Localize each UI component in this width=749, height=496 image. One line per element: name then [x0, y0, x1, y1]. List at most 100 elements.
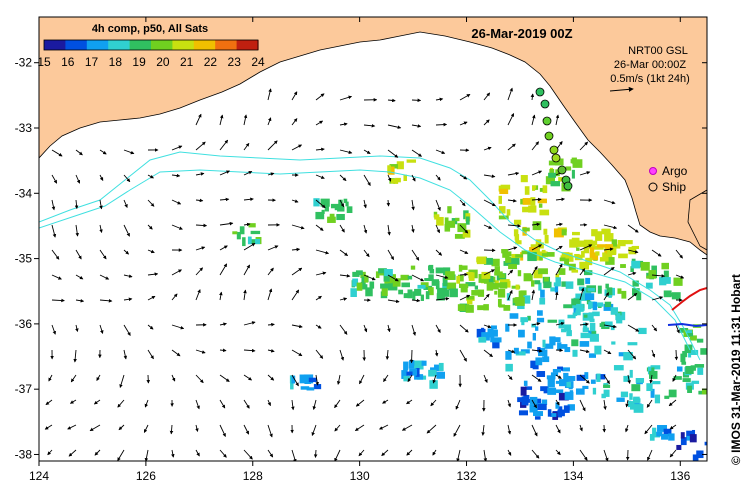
current-vector — [555, 114, 560, 126]
current-vector — [383, 374, 389, 383]
colorbar-segment — [58, 40, 63, 50]
colorbar-segment — [243, 40, 248, 50]
current-vector — [579, 322, 590, 327]
current-vector — [531, 197, 542, 202]
current-vector — [267, 322, 275, 327]
sst-cell — [562, 367, 570, 372]
colorbar-segment — [129, 40, 134, 50]
current-vector — [483, 324, 492, 329]
sst-cell — [515, 297, 525, 306]
current-vector — [169, 424, 174, 435]
current-vector — [147, 272, 159, 276]
sst-cell — [387, 166, 395, 175]
current-vector — [483, 119, 490, 126]
sst-cell — [550, 372, 559, 377]
colorbar-segment — [179, 40, 184, 50]
current-vector — [291, 247, 301, 252]
current-vector — [579, 374, 590, 384]
current-vector — [531, 244, 543, 251]
current-vector — [291, 399, 295, 411]
sst-cell — [390, 179, 397, 184]
sst-cell — [527, 252, 537, 262]
current-vector — [555, 263, 563, 276]
sst-cell — [515, 240, 522, 245]
legend-ship-label: Ship — [662, 180, 686, 194]
sst-cell — [605, 257, 615, 265]
sst-cell — [524, 386, 533, 390]
current-vector — [668, 399, 677, 407]
sst-cell — [435, 267, 445, 274]
current-vector — [243, 449, 253, 460]
sst-cell — [403, 361, 409, 371]
sst-cell — [540, 386, 548, 392]
current-vector — [339, 149, 353, 154]
sst-cell — [535, 326, 539, 331]
current-vector — [339, 122, 348, 127]
sst-cell — [603, 303, 614, 311]
current-vector — [435, 122, 448, 127]
sst-patches — [232, 157, 707, 461]
sst-cell — [429, 269, 435, 274]
sst-cell — [577, 278, 585, 286]
sst-cell — [553, 389, 564, 394]
current-vector — [459, 324, 469, 333]
sst-cell — [423, 285, 433, 290]
sst-cell — [692, 429, 696, 435]
current-vector — [315, 174, 325, 179]
current-vector — [195, 399, 200, 410]
sst-cell — [592, 301, 598, 311]
sst-cell — [580, 293, 589, 301]
current-vector — [195, 424, 199, 432]
sst-cell — [528, 205, 537, 213]
sst-cell — [254, 238, 261, 245]
sst-cell — [604, 301, 612, 308]
sst-cell — [557, 409, 565, 417]
sst-cell — [462, 229, 471, 238]
current-vector — [387, 174, 392, 182]
sst-cell — [565, 281, 574, 289]
sst-cell — [676, 366, 683, 372]
current-vector — [51, 324, 56, 335]
current-vector — [219, 139, 229, 151]
current-vector — [195, 113, 202, 126]
current-vector — [625, 399, 629, 408]
sst-cell — [589, 333, 599, 342]
sst-cell — [686, 430, 694, 438]
current-vector — [195, 374, 204, 384]
sst-cell — [588, 301, 596, 309]
sst-cell — [493, 337, 502, 343]
colorbar-segment — [143, 40, 149, 50]
sst-cell — [594, 345, 602, 355]
sst-cell — [627, 342, 638, 346]
current-vector — [243, 222, 251, 227]
sst-cell — [520, 386, 527, 396]
sst-cell — [336, 213, 345, 221]
sst-cell — [697, 367, 704, 375]
sst-cell — [527, 315, 531, 321]
current-vector — [354, 424, 365, 432]
current-vector — [243, 348, 256, 353]
current-vector — [243, 374, 253, 381]
y-tick-label: -36 — [15, 317, 33, 331]
current-vector — [627, 349, 637, 360]
current-vector — [531, 449, 540, 459]
sst-cell — [691, 380, 700, 384]
sst-cell — [543, 349, 548, 358]
sst-cell — [530, 360, 537, 369]
sst-cell — [564, 258, 570, 266]
current-vector — [459, 224, 469, 234]
current-vector — [94, 449, 101, 456]
current-vector — [99, 299, 113, 303]
bathymetry-contour-1 — [39, 151, 701, 361]
legend-argo: Argo — [649, 164, 688, 178]
sst-cell — [537, 403, 547, 411]
sst-cell — [242, 237, 246, 247]
sst-cell — [232, 231, 238, 235]
sst-cell — [668, 389, 677, 398]
sst-cell — [588, 353, 597, 358]
sst-cell — [566, 381, 571, 388]
sst-cell — [564, 324, 572, 332]
sst-cell — [623, 240, 633, 245]
sst-cell — [356, 282, 363, 291]
colorbar-tick-label: 23 — [228, 55, 242, 69]
